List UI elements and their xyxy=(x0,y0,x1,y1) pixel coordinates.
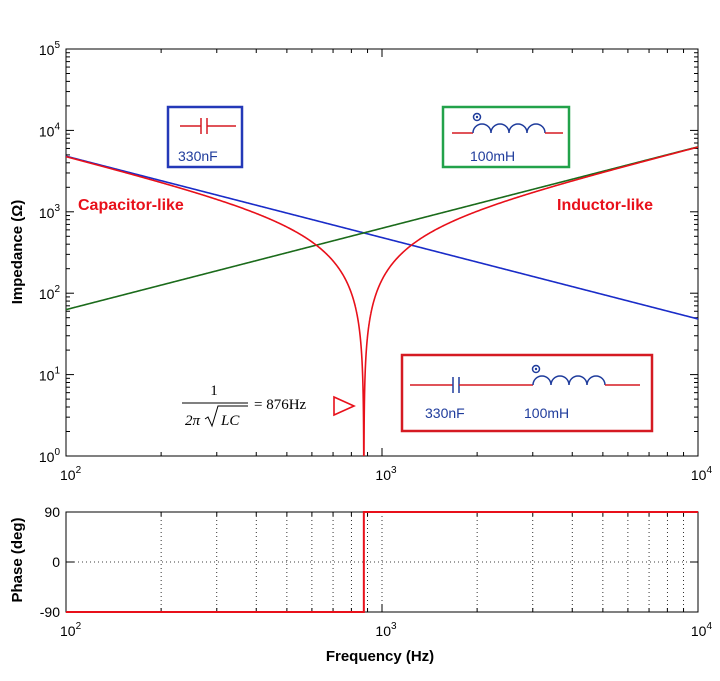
y-tick-label: 105 xyxy=(39,40,61,58)
inductor-symbol-icon xyxy=(452,112,563,134)
series-capacitor-symbol-icon xyxy=(410,377,509,393)
phase-ylabel: Phase (deg) xyxy=(9,517,26,602)
capacitor-value: 330nF xyxy=(178,148,218,164)
series-inductor-value: 100mH xyxy=(524,405,569,421)
series-capacitor-value: 330nF xyxy=(425,405,465,421)
inductor-box: 100mH xyxy=(441,105,571,169)
x-tick-label: 104 xyxy=(691,621,713,639)
formula-result: = 876Hz xyxy=(254,397,307,413)
series-lc-impedance-line xyxy=(66,146,698,456)
sqrt-sign-icon xyxy=(204,405,248,428)
formula-radicand: LC xyxy=(220,413,240,429)
y-tick-label: 0 xyxy=(52,554,60,570)
x-tick-label: 103 xyxy=(375,621,397,639)
impedance-ylabel: Impedance (Ω) xyxy=(9,200,26,305)
y-tick-label: 90 xyxy=(44,504,60,520)
y-tick-label: 103 xyxy=(39,203,61,221)
y-tick-label: 102 xyxy=(39,284,61,302)
x-tick-label: 102 xyxy=(60,621,82,639)
impedance-axis-ticks: 102 103 104 100 101 102 103 104 105 xyxy=(39,40,713,483)
resonance-pointer-icon xyxy=(333,395,356,417)
frequency-xlabel: Frequency (Hz) xyxy=(326,648,434,665)
resonance-formula: 1 2π LC = 876Hz xyxy=(182,383,356,429)
x-tick-label: 102 xyxy=(60,465,82,483)
capacitor-like-label: Capacitor-like xyxy=(78,197,184,214)
phase-series xyxy=(65,511,699,613)
capacitor-box: 330nF xyxy=(166,105,244,169)
phase-line xyxy=(66,511,698,613)
series-lc-box: 330nF 100mH xyxy=(400,353,654,433)
inductor-like-label: Inductor-like xyxy=(557,197,653,214)
y-tick-label: 100 xyxy=(39,447,61,465)
series-inductor-symbol-icon xyxy=(509,364,640,386)
inductor-impedance-line xyxy=(66,146,698,311)
y-tick-label: 101 xyxy=(39,366,61,384)
impedance-series xyxy=(65,146,699,457)
formula-denominator-prefix: 2π xyxy=(185,413,201,429)
x-tick-label: 103 xyxy=(375,465,397,483)
capacitor-symbol-icon xyxy=(180,118,236,134)
x-tick-label: 104 xyxy=(691,465,713,483)
inductor-value: 100mH xyxy=(470,148,515,164)
formula-numerator: 1 xyxy=(210,383,218,399)
capacitor-impedance-line xyxy=(66,155,698,320)
y-tick-label: 104 xyxy=(39,121,61,139)
y-tick-label: -90 xyxy=(40,604,60,620)
